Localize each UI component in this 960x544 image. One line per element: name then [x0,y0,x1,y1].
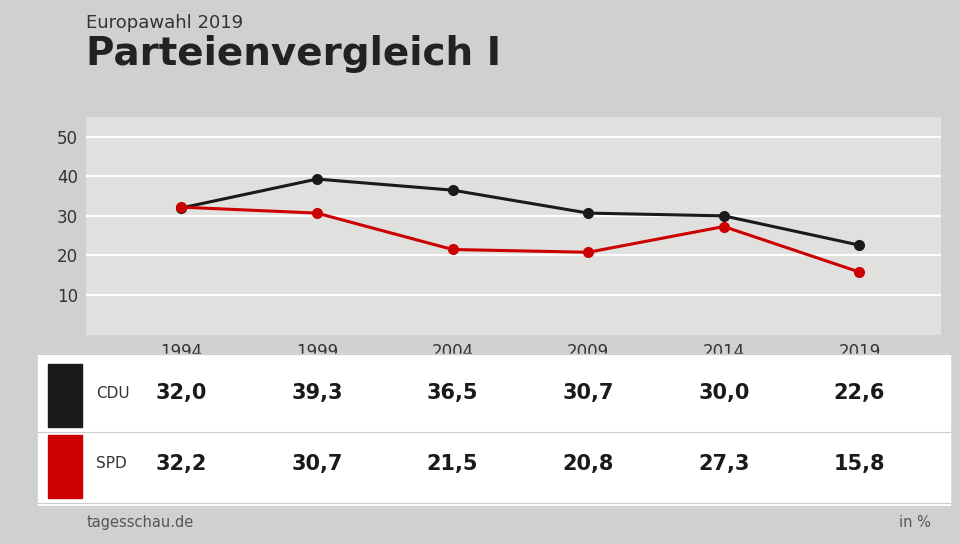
Text: 39,3: 39,3 [291,383,343,403]
Text: CDU: CDU [96,386,130,400]
Text: 36,5: 36,5 [427,383,478,403]
Text: 30,7: 30,7 [563,383,613,403]
Text: tagesschau.de: tagesschau.de [86,515,194,530]
Text: 32,2: 32,2 [156,454,207,474]
Text: 21,5: 21,5 [427,454,478,474]
Text: 15,8: 15,8 [833,454,885,474]
Text: 27,3: 27,3 [698,454,750,474]
Text: 22,6: 22,6 [833,383,885,403]
Text: 32,0: 32,0 [156,383,207,403]
Text: 30,0: 30,0 [698,383,750,403]
Text: Parteienvergleich I: Parteienvergleich I [86,35,501,73]
Text: 30,7: 30,7 [291,454,343,474]
Text: SPD: SPD [96,456,127,471]
Text: Europawahl 2019: Europawahl 2019 [86,14,244,32]
Text: in %: in % [900,515,931,530]
Text: 20,8: 20,8 [563,454,613,474]
